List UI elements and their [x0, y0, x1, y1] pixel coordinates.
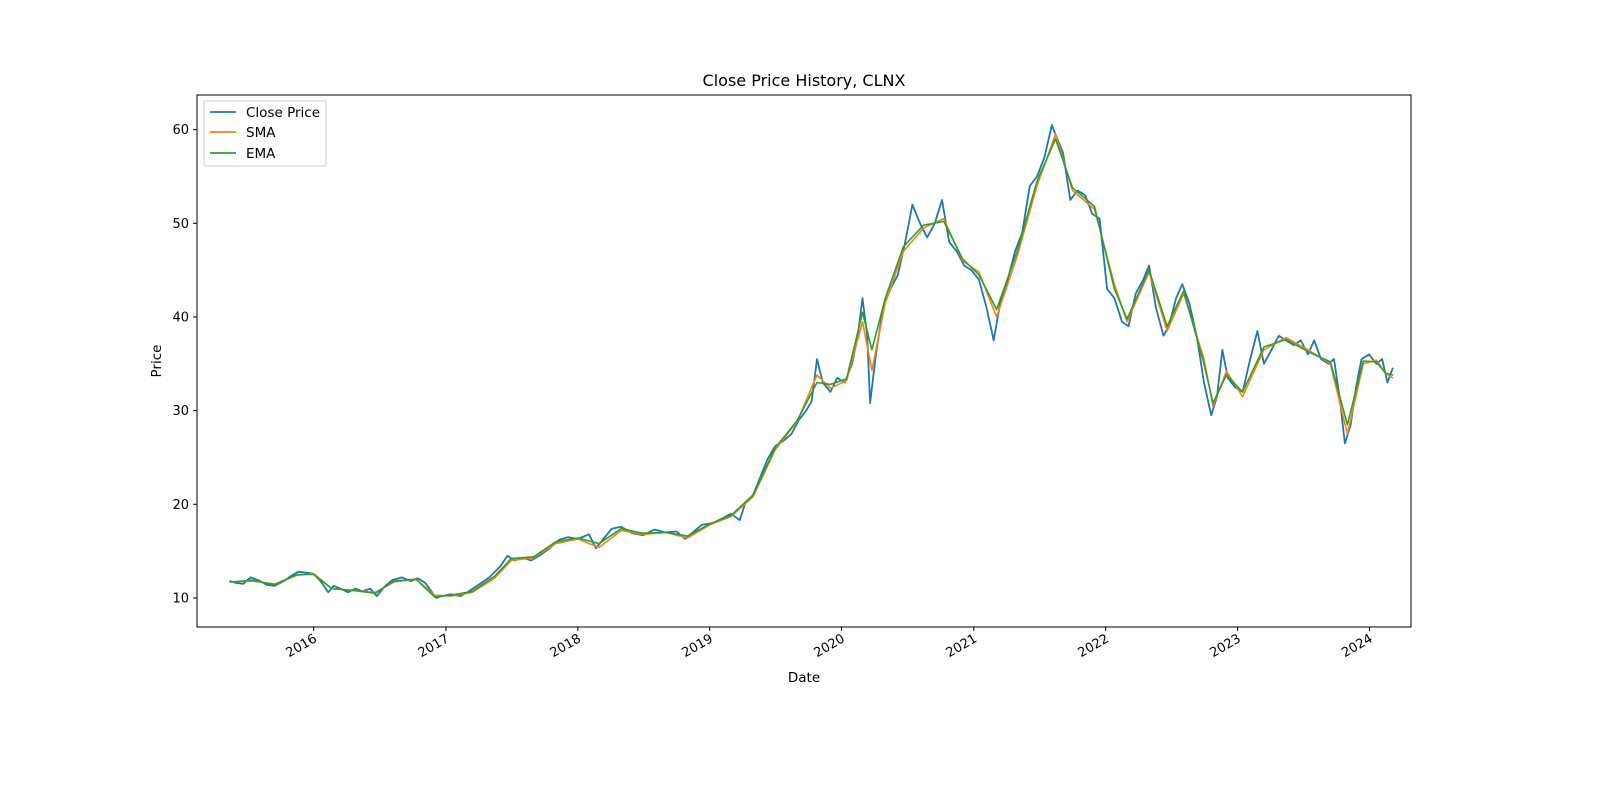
y-tick-label: 30 [172, 404, 189, 419]
legend-label-ema: EMA [246, 146, 276, 162]
plot-area-frame [196, 94, 1412, 628]
chart-title: Close Price History, CLNX [703, 71, 906, 90]
legend-label-sma: SMA [246, 125, 276, 141]
series-line-ema [229, 138, 1394, 598]
y-tick-label: 10 [172, 591, 189, 606]
y-tick-label: 50 [172, 217, 189, 232]
y-tick-label: 20 [172, 498, 189, 513]
legend-box [203, 100, 327, 167]
y-tick-label: 40 [172, 310, 189, 325]
y-axis: 10 20 30 40 50 60 [172, 123, 197, 606]
y-tick-label: 60 [172, 123, 189, 138]
series-line-close-price [229, 124, 1394, 599]
x-axis-label: Date [788, 670, 820, 686]
legend: Close Price SMA EMA [203, 100, 327, 167]
legend-label-close-price: Close Price [246, 105, 320, 121]
series-layer [229, 124, 1394, 599]
y-axis-label: Price [149, 345, 165, 378]
